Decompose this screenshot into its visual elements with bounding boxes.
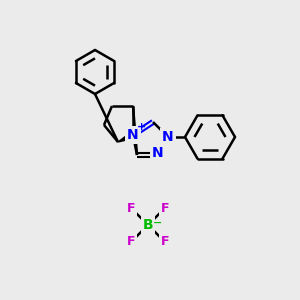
Text: F: F	[161, 236, 169, 248]
Text: −: −	[153, 218, 163, 228]
Text: F: F	[161, 202, 169, 214]
Text: N: N	[162, 130, 174, 144]
Text: N: N	[152, 146, 164, 160]
Text: F: F	[127, 236, 135, 248]
Text: N: N	[127, 128, 139, 142]
Text: +: +	[137, 122, 147, 132]
Text: B: B	[143, 218, 153, 232]
Text: F: F	[127, 202, 135, 214]
Polygon shape	[118, 132, 134, 142]
